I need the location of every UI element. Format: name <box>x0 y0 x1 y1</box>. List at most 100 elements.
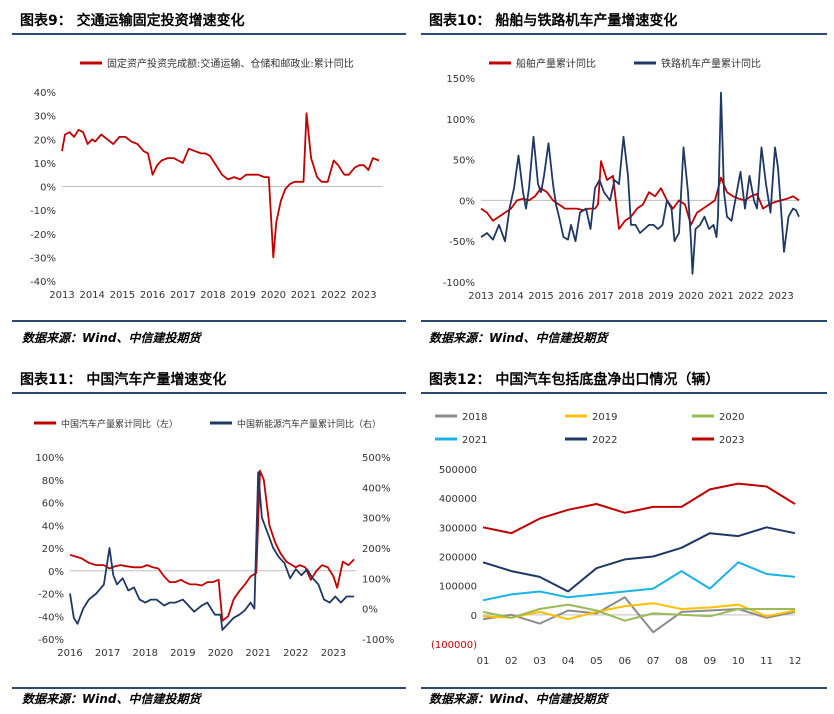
y-tick-label: -20% <box>38 590 64 601</box>
x-tick-label: 2023 <box>321 648 346 659</box>
x-tick-label: 2021 <box>708 291 733 302</box>
y-tick-label: 60% <box>42 499 64 510</box>
y-tick-label: -40% <box>38 612 64 623</box>
y-tick-label: 0% <box>40 183 56 194</box>
x-tick-label: 06 <box>618 656 631 667</box>
y-tick-label: 20% <box>34 135 56 146</box>
x-tick-label: 08 <box>675 656 688 667</box>
y-tick-label: 50% <box>453 156 475 167</box>
x-tick-label: 2021 <box>291 290 316 301</box>
y2-tick-label: -100% <box>362 635 394 646</box>
y-tick-label: -100% <box>443 278 475 289</box>
chart-title: 图表9： 交通运输固定投资增速变化 <box>20 13 245 29</box>
y-tick-label: 200000 <box>439 553 477 564</box>
x-tick-label: 2018 <box>618 291 643 302</box>
legend-label: 船舶产量累计同比 <box>516 57 596 70</box>
source-rule <box>12 320 406 322</box>
series-line <box>69 471 355 631</box>
x-tick-label: 2020 <box>678 291 703 302</box>
y-tick-label: 0 <box>471 611 477 622</box>
y-tick-label: 10% <box>34 159 56 170</box>
x-tick-label: 10 <box>732 656 745 667</box>
x-tick-label: 2020 <box>208 648 233 659</box>
x-tick-label: 2017 <box>170 290 195 301</box>
y-tick-label: -50% <box>449 237 475 248</box>
x-tick-label: 2017 <box>95 648 120 659</box>
series-line <box>69 469 355 622</box>
series-line <box>480 91 800 275</box>
series-line <box>482 603 795 622</box>
y-tick-label: -10% <box>30 206 56 217</box>
y-tick-label: (100000) <box>431 640 477 651</box>
x-tick-label: 2013 <box>468 291 493 302</box>
x-tick-label: 2019 <box>170 648 195 659</box>
legend-label: 铁路机车产量累计同比 <box>661 57 761 70</box>
y2-tick-label: 100% <box>362 574 391 585</box>
title-rule <box>421 392 827 394</box>
legend-label: 2019 <box>592 412 617 423</box>
x-tick-label: 2020 <box>261 290 286 301</box>
chart-title: 图表12： 中国汽车包括底盘净出口情况（辆） <box>429 372 720 388</box>
legend-label: 固定资产投资完成额:交通运输、仓储和邮政业:累计同比 <box>107 57 354 70</box>
data-source: 数据来源：Wind、中信建投期货 <box>429 692 608 706</box>
series-line <box>480 160 800 230</box>
series-line <box>61 112 380 259</box>
series-line <box>482 596 796 634</box>
x-tick-label: 2022 <box>283 648 308 659</box>
x-tick-label: 2017 <box>588 291 613 302</box>
x-tick-label: 02 <box>505 656 518 667</box>
y-tick-label: 30% <box>34 112 56 123</box>
y-tick-label: 500000 <box>439 465 477 476</box>
legend-label: 中国汽车产量累计同比（左） <box>61 418 178 430</box>
x-tick-label: 09 <box>704 656 717 667</box>
y-tick-label: 0% <box>48 567 64 578</box>
title-rule <box>12 33 406 35</box>
y2-tick-label: 300% <box>362 514 391 525</box>
x-tick-label: 03 <box>533 656 546 667</box>
panel-chart-12: 图表12： 中国汽车包括底盘净出口情况（辆） (100000) 0 100000 20… <box>417 357 834 714</box>
x-tick-label: 01 <box>477 656 490 667</box>
chart-plot: -60% -40% -20% 0% 20% 40% 60% 80% 100% -100% 0% 100… <box>34 418 394 659</box>
x-tick-label: 2014 <box>498 291 523 302</box>
x-tick-label: 07 <box>647 656 660 667</box>
y-tick-label: -20% <box>30 230 56 241</box>
x-tick-label: 2013 <box>49 290 74 301</box>
x-tick-label: 2021 <box>245 648 270 659</box>
chart-title: 图表10： 船舶与铁路机车产量增速变化 <box>429 13 678 29</box>
x-tick-label: 2015 <box>110 290 135 301</box>
x-tick-label: 12 <box>789 656 802 667</box>
x-tick-label: 2016 <box>57 648 82 659</box>
chart-title: 图表11： 中国汽车产量增速变化 <box>20 372 227 388</box>
data-source: 数据来源：Wind、中信建投期货 <box>22 331 201 345</box>
y-tick-label: 40% <box>34 88 56 99</box>
y-tick-label: 100% <box>35 453 64 464</box>
series-line <box>482 482 796 535</box>
panel-chart-9: 图表9： 交通运输固定投资增速变化 -40% -30% -20% -10% 0% 10% 2… <box>0 0 417 357</box>
y-tick-label: 100% <box>446 115 475 126</box>
legend-label: 2022 <box>592 435 617 446</box>
x-tick-label: 04 <box>562 656 575 667</box>
chart-plot: -100% -50% 0% 50% 100% 150% 2013 2014 2015 2016 20… <box>443 57 800 302</box>
panel-chart-11: 图表11： 中国汽车产量增速变化 -60% -40% -20% 0% 20% 40% 60%… <box>0 357 417 714</box>
x-tick-label: 2016 <box>558 291 583 302</box>
source-rule <box>421 687 827 689</box>
series-line <box>482 602 796 621</box>
x-tick-label: 2023 <box>351 290 376 301</box>
y-tick-label: 300000 <box>439 523 477 534</box>
panel-chart-10: 图表10： 船舶与铁路机车产量增速变化 -100% -50% 0% 50% 100% 15… <box>417 0 834 357</box>
chart-plot: -40% -30% -20% -10% 0% 10% 20% 30% 40% 2013 2014 20… <box>30 57 382 301</box>
data-source: 数据来源：Wind、中信建投期货 <box>22 692 201 706</box>
series-line <box>482 526 796 593</box>
x-tick-label: 2019 <box>230 290 255 301</box>
y-tick-label: -40% <box>30 277 56 288</box>
x-tick-label: 2018 <box>200 290 225 301</box>
y2-tick-label: 200% <box>362 544 391 555</box>
x-tick-label: 2023 <box>768 291 793 302</box>
x-tick-label: 11 <box>760 656 773 667</box>
y-tick-label: 100000 <box>439 582 477 593</box>
title-rule <box>421 33 827 35</box>
x-tick-label: 05 <box>590 656 603 667</box>
y-tick-label: -30% <box>30 253 56 264</box>
source-rule <box>421 320 827 322</box>
legend-label: 中国新能源汽车产量累计同比（右） <box>237 418 381 430</box>
